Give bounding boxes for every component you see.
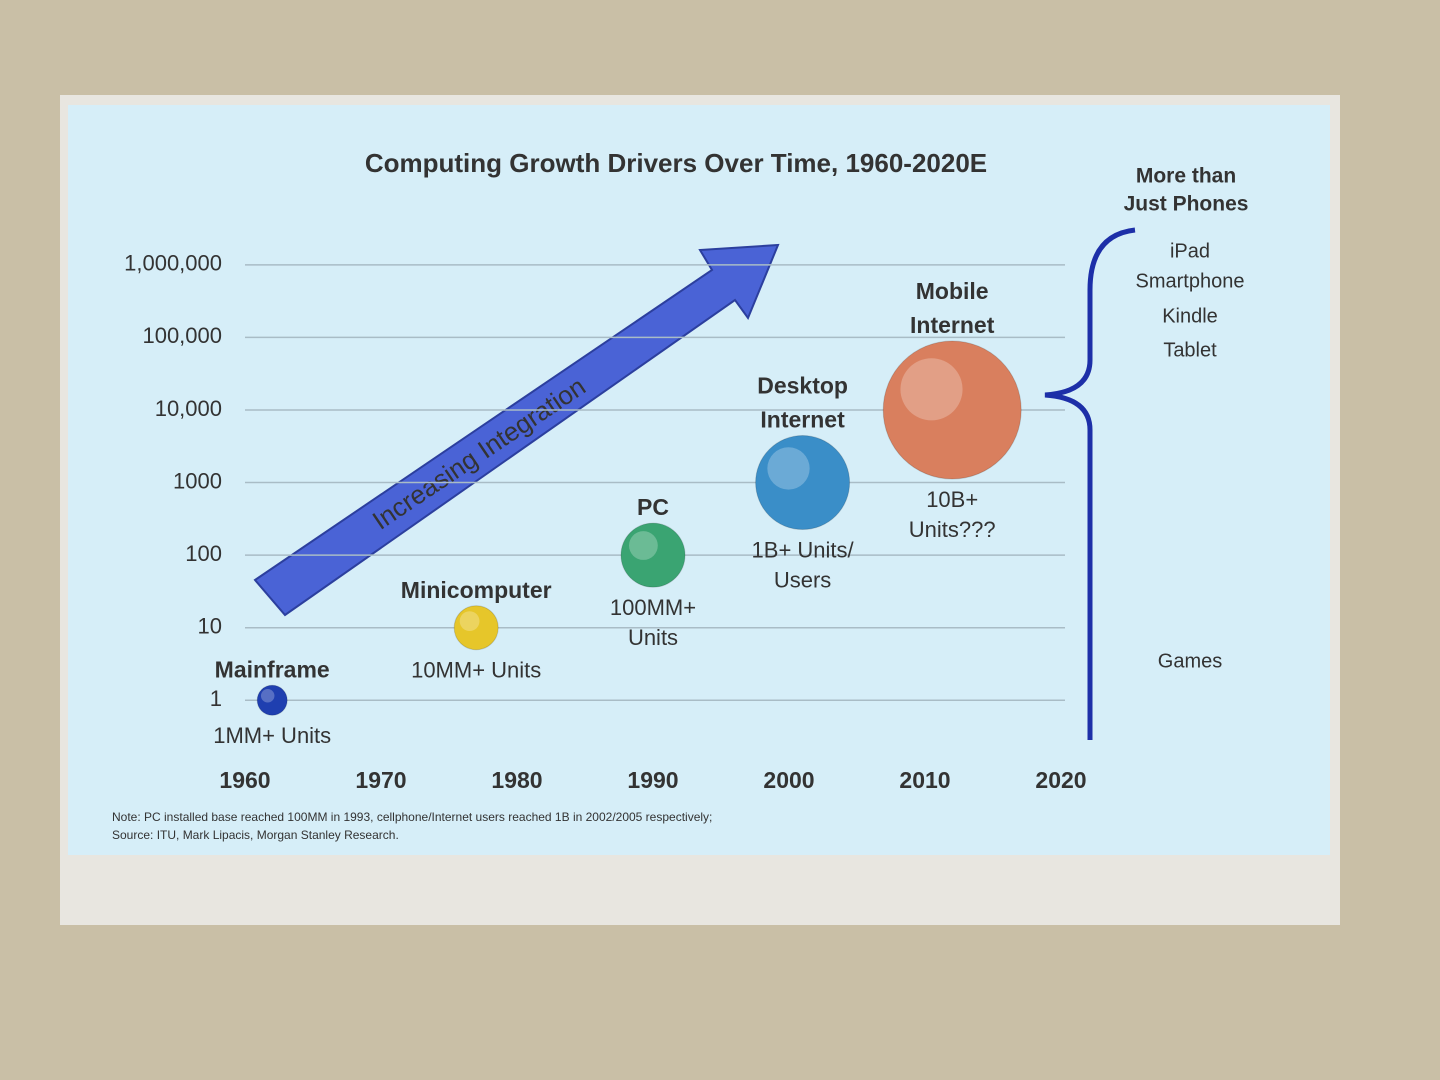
bubble (453, 605, 499, 651)
x-tick-label: 1980 (491, 767, 542, 793)
side-item: Tablet (1163, 339, 1217, 361)
bubble (620, 522, 686, 588)
category-label: Minicomputer (401, 577, 552, 603)
x-tick-label: 1990 (627, 767, 678, 793)
y-tick-label: 1 (210, 686, 222, 711)
side-item: Games (1158, 650, 1222, 672)
side-item: iPad (1170, 240, 1210, 262)
y-tick-label: 100,000 (142, 323, 222, 348)
side-title: More than (1136, 165, 1236, 188)
bubble-highlight (629, 531, 658, 560)
bubble (882, 340, 1022, 480)
category-label: Mainframe (215, 656, 330, 682)
unit-label: 10B+ (926, 487, 978, 512)
bubble (256, 684, 288, 716)
chart-title: Computing Growth Drivers Over Time, 1960… (365, 148, 987, 178)
category-label: Internet (760, 407, 845, 433)
x-tick-label: 1970 (355, 767, 406, 793)
y-tick-label: 10 (198, 614, 222, 639)
bubble-highlight (260, 689, 275, 703)
y-tick-label: 10,000 (155, 396, 222, 421)
bubble-highlight (459, 611, 480, 632)
note: Note: PC installed base reached 100MM in… (112, 810, 712, 824)
x-tick-label: 2010 (899, 767, 950, 793)
y-tick-label: 1,000,000 (124, 251, 222, 276)
brace (1044, 227, 1136, 740)
bubble-highlight (900, 358, 963, 421)
unit-label: Units??? (909, 517, 996, 542)
category-label: Mobile (916, 278, 989, 304)
bubble (755, 435, 851, 531)
source: Source: ITU, Mark Lipacis, Morgan Stanle… (112, 828, 399, 842)
category-label: Internet (910, 312, 995, 338)
side-item: Kindle (1162, 305, 1218, 327)
unit-label: 10MM+ Units (411, 658, 541, 683)
slide (68, 105, 1330, 855)
y-tick-label: 1000 (173, 468, 222, 493)
bubble-highlight (767, 447, 810, 490)
unit-label: Units (628, 625, 678, 650)
y-tick-label: 100 (185, 541, 222, 566)
category-label: Desktop (757, 373, 848, 399)
x-tick-label: 2020 (1035, 767, 1086, 793)
unit-label: 100MM+ (610, 595, 696, 620)
x-tick-label: 2000 (763, 767, 814, 793)
unit-label: 1MM+ Units (213, 723, 331, 748)
side-item: Smartphone (1136, 270, 1245, 292)
x-tick-label: 1960 (219, 767, 270, 793)
unit-label: 1B+ Units/ (752, 537, 855, 562)
side-title: Just Phones (1124, 193, 1249, 216)
unit-label: Users (774, 567, 831, 592)
category-label: PC (637, 494, 669, 520)
